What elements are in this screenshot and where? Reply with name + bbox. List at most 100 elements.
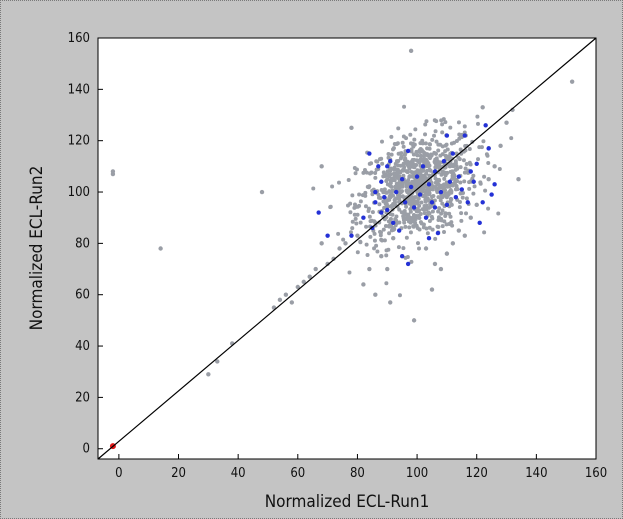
data-point-blue [471,179,476,184]
data-point-gray [440,171,445,176]
data-point-gray [411,164,416,169]
data-point-gray [346,178,351,183]
data-point-gray [389,203,394,208]
data-point-gray [418,157,423,162]
data-point-gray [464,211,469,216]
data-point-gray [358,220,363,225]
data-point-gray [387,197,392,202]
data-point-gray [423,132,428,137]
data-point-gray [343,241,348,246]
data-point-gray [387,194,392,199]
data-point-gray [421,222,426,227]
data-point-blue [468,169,473,174]
data-point-gray [417,150,422,155]
data-point-blue [399,176,405,182]
data-point-gray [476,157,481,162]
data-point-gray [456,228,462,233]
data-point-gray [457,132,462,137]
data-point-gray [479,145,484,150]
data-point-gray [462,179,467,184]
data-point-gray [402,209,407,214]
data-point-gray [448,162,453,167]
data-point-gray [408,141,413,146]
data-point-gray [422,211,427,216]
data-point-gray [387,231,392,236]
data-point-gray [441,117,446,122]
data-point-gray [425,231,430,236]
data-point-blue [373,189,378,195]
data-point-gray [391,167,396,172]
y-tick-label: 20 [75,390,90,405]
data-point-gray [350,219,355,224]
data-point-gray [424,171,429,176]
data-point-gray [436,224,441,229]
data-point-gray [415,199,420,204]
data-point-gray [449,141,454,146]
data-point-gray [380,161,385,166]
data-point-gray [307,274,312,279]
data-point-gray [475,114,480,119]
data-point-blue [388,159,393,164]
y-tick-label: 0 [83,442,90,457]
data-point-blue [376,164,381,169]
data-point-gray [110,171,116,177]
data-point-blue [396,228,402,233]
data-point-gray [444,251,450,256]
data-point-gray [417,182,422,187]
data-point-gray [440,130,445,135]
data-point-gray [463,166,468,171]
data-point-blue [391,220,396,226]
data-point-gray [354,221,359,226]
y-tick-label: 140 [68,82,90,97]
data-point-gray [415,226,420,231]
data-point-blue [414,174,420,179]
data-point-gray [437,177,442,182]
data-point-gray [450,156,455,161]
data-point-blue [385,164,390,169]
data-point-gray [428,204,433,209]
data-point-gray [410,158,415,163]
data-point-gray [405,169,410,174]
data-point-blue [462,133,467,138]
data-point-gray [355,250,360,255]
data-point-gray [376,195,381,200]
data-point-gray [432,160,437,165]
data-point-gray [467,186,472,191]
data-point-gray [420,141,425,146]
data-point-gray [348,201,353,206]
data-point-gray [496,211,501,216]
data-point-gray [353,171,358,176]
data-point-gray [401,161,406,166]
data-point-gray [425,152,430,157]
data-point-gray [415,153,420,158]
data-point-gray [434,139,439,144]
data-point-gray [399,151,404,156]
data-point-gray [444,154,449,159]
data-point-gray [436,209,441,214]
data-point-gray [430,187,435,192]
data-point-blue [453,194,459,200]
data-point-gray [433,184,438,189]
data-point-gray [397,293,402,298]
data-point-blue [316,210,321,215]
data-point-gray [363,204,368,209]
data-point-gray [378,233,383,238]
data-point-blue [423,215,429,220]
data-point-gray [423,122,428,127]
data-point-gray [455,187,460,192]
data-point-gray [259,189,265,195]
data-point-gray [440,208,445,213]
data-point-gray [436,215,441,220]
data-point-gray [442,176,447,181]
data-point-gray [417,246,422,251]
data-point-gray [424,119,429,124]
data-point-gray [401,134,406,139]
data-point-gray [389,134,394,139]
data-point-gray [411,224,416,229]
data-point-gray [364,224,369,229]
data-point-gray [386,155,391,160]
data-point-gray [400,180,405,185]
data-point-gray [350,226,355,231]
data-point-gray [372,246,377,251]
